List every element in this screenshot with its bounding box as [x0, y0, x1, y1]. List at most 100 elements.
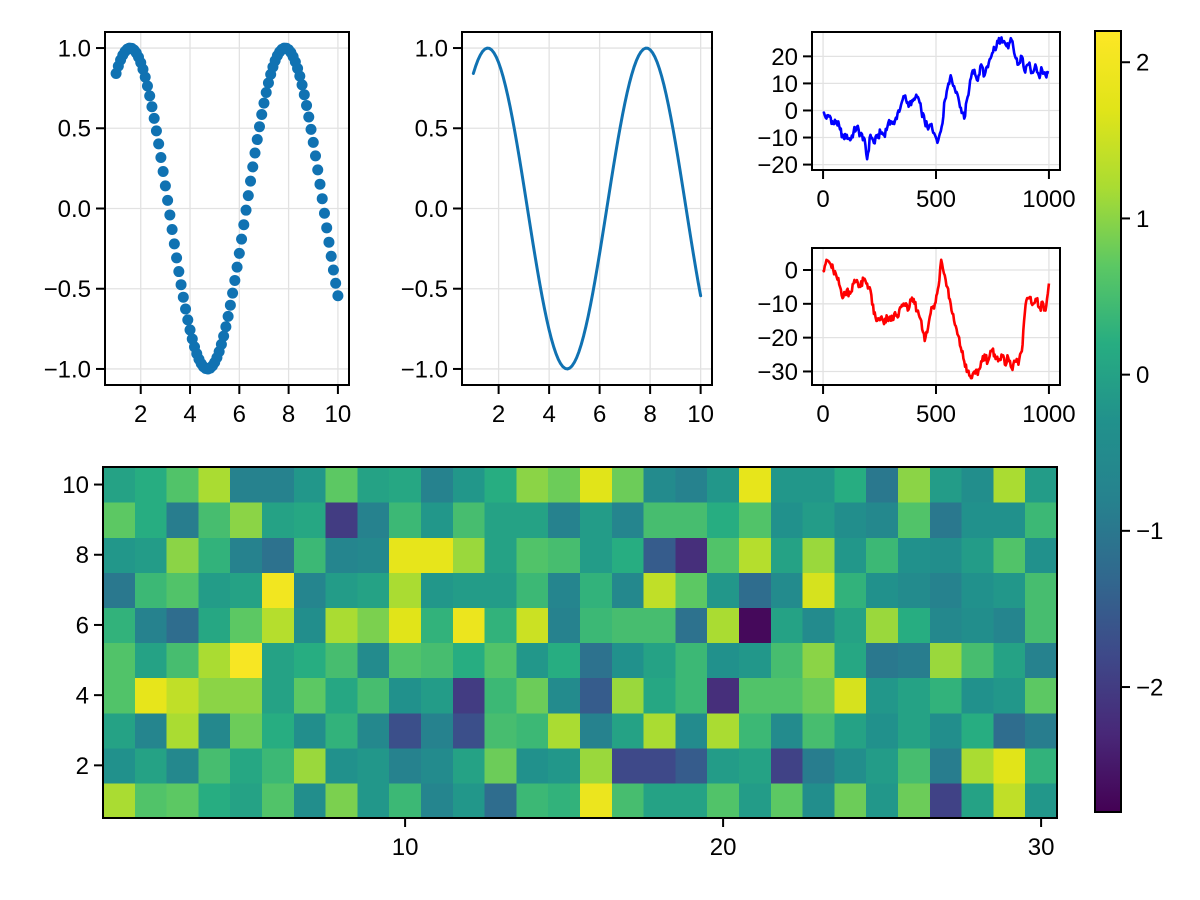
- heatmap-cell: [484, 712, 517, 749]
- colorbar-tick-label: 2: [1136, 50, 1149, 77]
- y-tick-label: −20: [757, 152, 798, 179]
- heatmap-cell: [802, 572, 835, 608]
- heatmap-cell: [452, 712, 486, 749]
- heatmap-cell: [230, 782, 263, 819]
- scatter-point: [260, 87, 272, 99]
- heatmap-cell: [166, 677, 199, 714]
- heatmap-cell: [262, 572, 295, 608]
- heatmap-cell: [357, 712, 390, 749]
- heatmap-cell: [484, 782, 517, 819]
- y-tick-label: −30: [757, 359, 798, 386]
- heatmap-cell: [929, 712, 963, 749]
- heatmap-cell: [929, 502, 963, 538]
- heatmap-cell: [548, 677, 581, 714]
- heatmap-cell: [103, 467, 136, 503]
- heatmap-cell: [198, 642, 231, 679]
- heatmap-cell: [134, 502, 168, 538]
- heatmap-cell: [262, 747, 295, 784]
- heatmap-cell: [611, 642, 645, 679]
- heatmap-cell: [643, 747, 676, 784]
- heatmap-cell: [452, 642, 486, 679]
- heatmap-cell: [580, 712, 613, 749]
- heatmap-cell: [293, 537, 327, 573]
- heatmap-cell: [929, 782, 963, 819]
- scatter-point: [166, 223, 178, 235]
- heatmap-cell: [770, 642, 804, 679]
- heatmap-cell: [484, 467, 517, 503]
- scatter-point: [294, 70, 306, 82]
- scatter-point: [153, 138, 165, 150]
- scatter-point: [139, 71, 151, 83]
- heatmap-cell: [802, 782, 835, 819]
- scatter-point: [258, 97, 270, 109]
- heatmap-cell: [993, 607, 1026, 644]
- y-tick-label: 0.5: [58, 116, 91, 143]
- heatmap-cell: [898, 467, 931, 503]
- heatmap-cell: [389, 467, 422, 503]
- heatmap-cell: [929, 537, 963, 573]
- heatmap-cell: [929, 642, 963, 679]
- x-tick-label: 4: [183, 401, 196, 428]
- heatmap-cell: [1025, 782, 1058, 819]
- x-tick-label: 2: [134, 401, 147, 428]
- heatmap-cell: [802, 607, 835, 644]
- scatter-point: [184, 324, 196, 336]
- scatter-point: [321, 222, 333, 234]
- heatmap-cell: [484, 502, 517, 538]
- heatmap-cell: [325, 502, 358, 538]
- scatter-point: [298, 89, 310, 101]
- scatter-point: [173, 266, 185, 278]
- heatmap-cell: [929, 572, 963, 608]
- heatmap-cell: [293, 467, 327, 503]
- heatmap-cell: [230, 607, 263, 644]
- scatter-point: [148, 112, 160, 124]
- scatter-point: [229, 274, 241, 286]
- heatmap-cell: [898, 642, 931, 679]
- heatmap-cell: [961, 502, 994, 538]
- heatmap-cell: [961, 537, 994, 573]
- heatmap-cell: [293, 782, 327, 819]
- scatter-point: [251, 134, 263, 146]
- heatmap-cell: [770, 537, 804, 573]
- heatmap-cell: [103, 712, 136, 749]
- y-tick-label: 10: [771, 71, 798, 98]
- heatmap-cell: [898, 677, 931, 714]
- heatmap-cell: [134, 537, 168, 573]
- x-tick-label: 500: [916, 401, 956, 428]
- scatter-point: [325, 250, 337, 262]
- scatter-point: [249, 147, 261, 159]
- sine-line: [471, 46, 703, 371]
- heatmap-cell: [389, 712, 422, 749]
- heatmap-cell: [611, 572, 645, 608]
- heatmap-cell: [357, 642, 390, 679]
- heatmap-cell: [675, 537, 708, 573]
- scatter-point: [180, 303, 192, 315]
- heatmap-cell: [898, 502, 931, 538]
- heatmap-cell: [993, 747, 1026, 784]
- heatmap-cell: [961, 712, 994, 749]
- scatter-point: [303, 111, 315, 123]
- heatmap-cell: [643, 502, 676, 538]
- heatmap-cell: [993, 502, 1026, 538]
- x-tick-label: 0: [816, 186, 829, 213]
- heatmap-cell: [103, 572, 136, 608]
- heatmap-cell: [262, 642, 295, 679]
- scatter-point: [332, 290, 344, 302]
- scatter-point: [162, 194, 174, 206]
- scatter-point: [218, 330, 230, 342]
- heatmap-cell: [325, 677, 358, 714]
- heatmap-cell: [739, 642, 772, 679]
- heatmap-cell: [611, 502, 645, 538]
- heatmap-cell: [293, 642, 327, 679]
- heatmap-cell: [866, 467, 899, 503]
- heatmap-cell: [325, 572, 358, 608]
- heatmap-cell: [707, 537, 740, 573]
- heatmap-cell: [325, 537, 358, 573]
- heatmap-cell: [421, 677, 454, 714]
- heatmap-cell: [898, 572, 931, 608]
- heatmap-cell: [929, 467, 963, 503]
- heatmap-cell: [929, 677, 963, 714]
- scatter-point: [323, 236, 335, 248]
- heatmap-cell: [421, 537, 454, 573]
- heatmap-cell: [516, 502, 549, 538]
